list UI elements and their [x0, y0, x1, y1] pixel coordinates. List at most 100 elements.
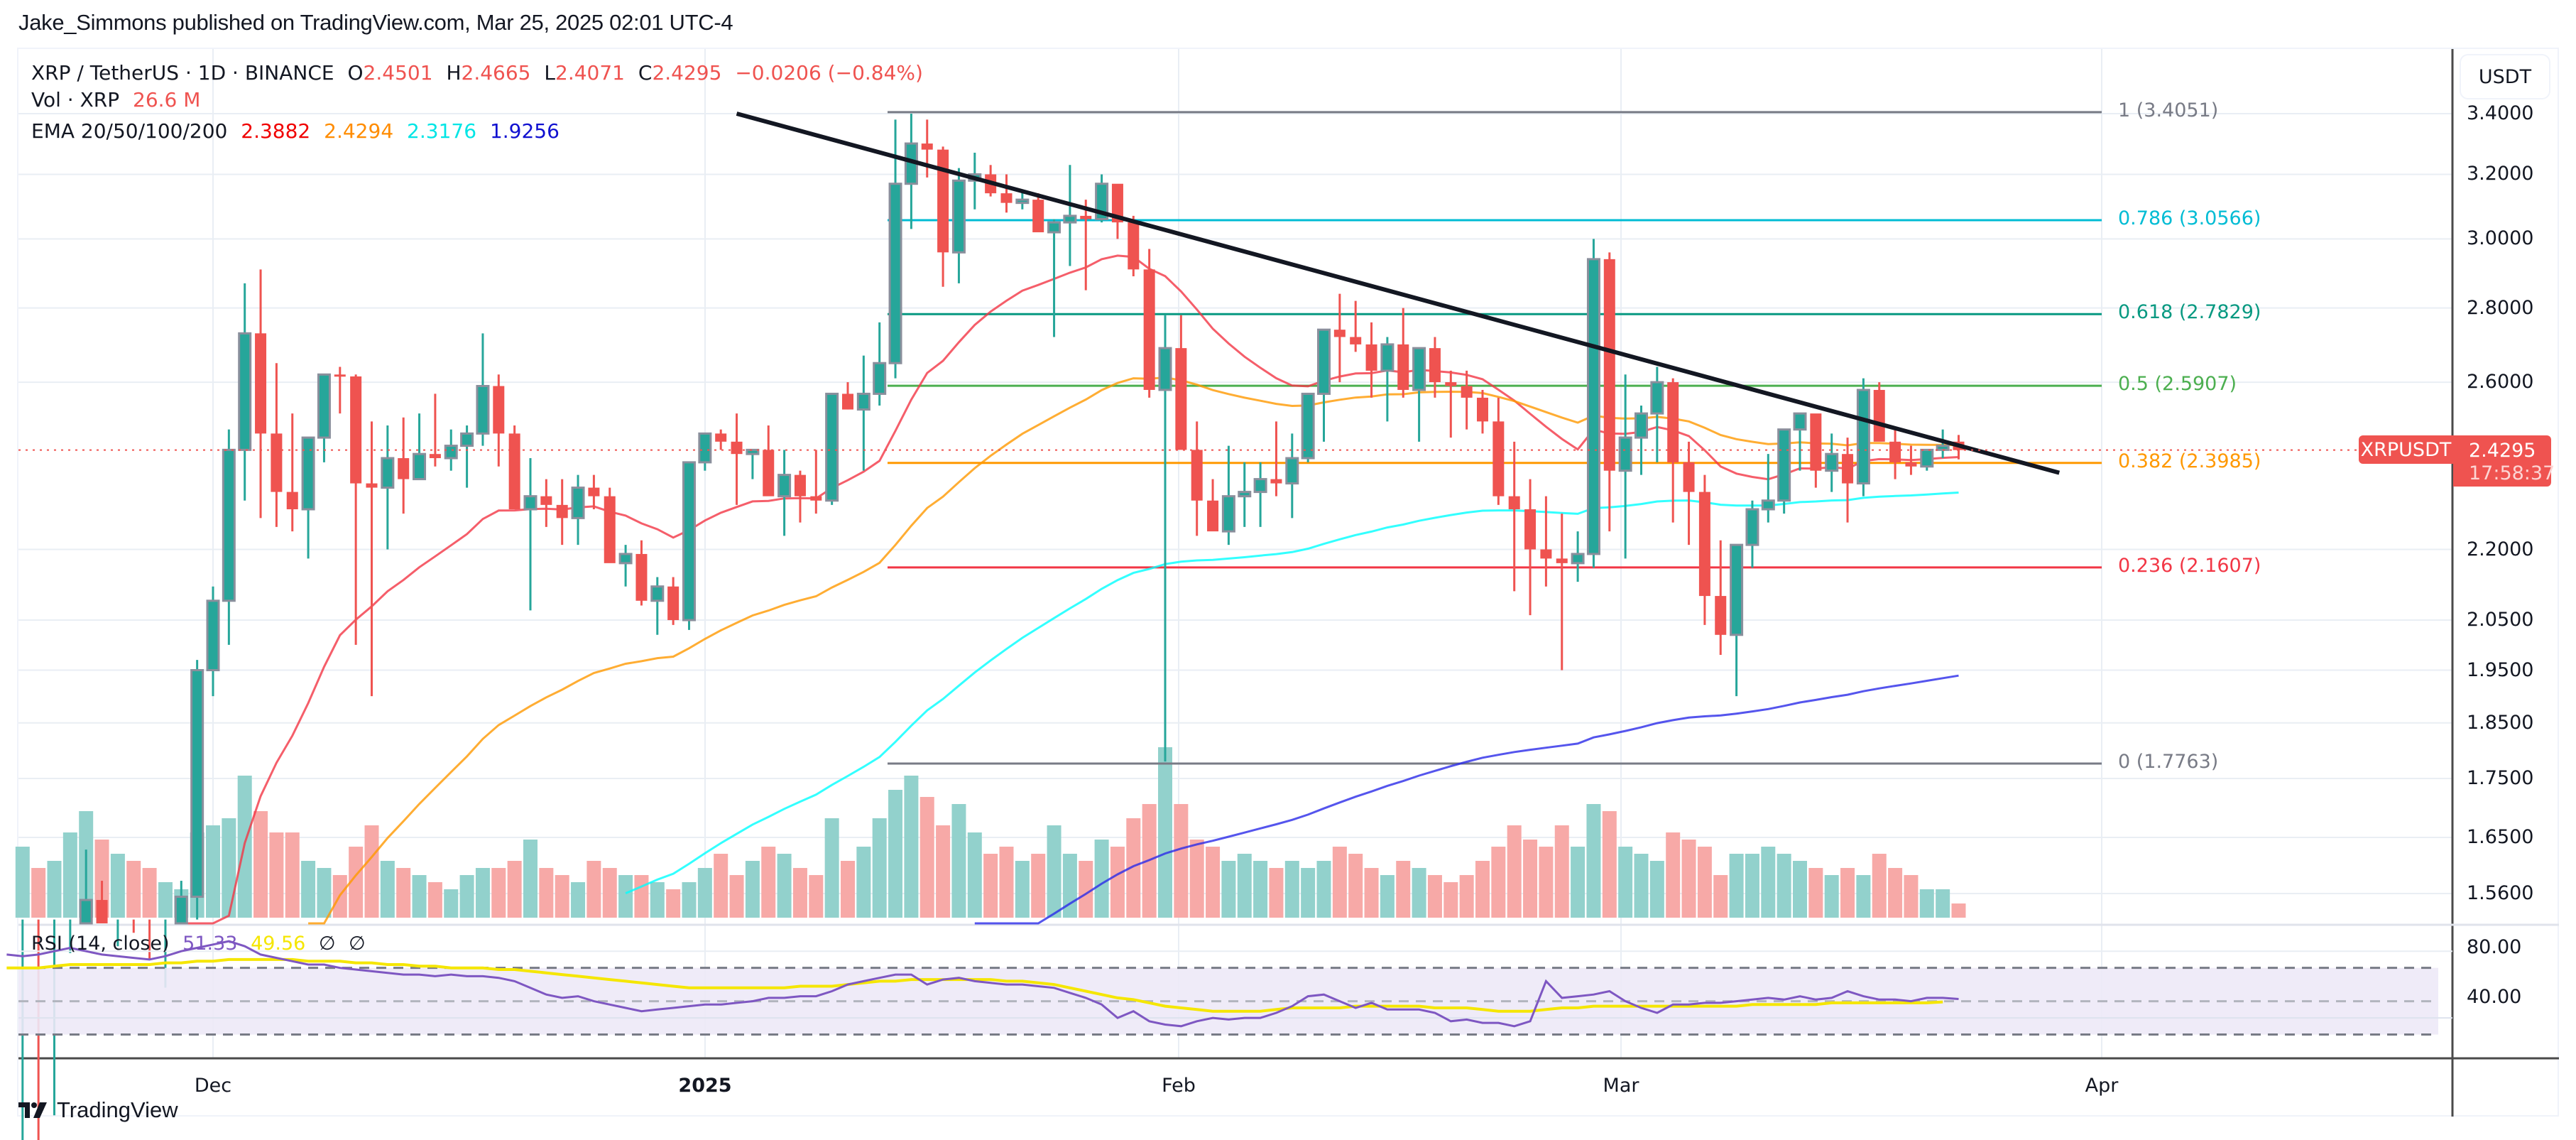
candle-body[interactable]	[1777, 428, 1791, 502]
candle-body[interactable]	[1905, 462, 1917, 467]
candle-body[interactable]	[429, 454, 441, 459]
candle-body[interactable]	[1380, 343, 1395, 372]
candle-body[interactable]	[1285, 457, 1299, 485]
candle-body[interactable]	[1270, 479, 1282, 484]
candle-body[interactable]	[1015, 198, 1030, 205]
candle-body[interactable]	[523, 495, 537, 511]
candle-body[interactable]	[206, 599, 220, 672]
candle-body[interactable]	[79, 899, 93, 925]
candle-body[interactable]	[1221, 495, 1235, 533]
candle-body[interactable]	[1761, 499, 1775, 511]
candle-body[interactable]	[508, 433, 520, 510]
candle-body[interactable]	[1253, 478, 1267, 494]
candle-body[interactable]	[1143, 269, 1155, 390]
candle-body[interactable]	[1412, 347, 1426, 391]
candle-body[interactable]	[650, 585, 665, 602]
ema-legend[interactable]: EMA 20/50/100/200 2.3882 2.4294 2.3176 1…	[31, 119, 567, 143]
candle-body[interactable]	[1301, 392, 1315, 460]
candle-body[interactable]	[1683, 462, 1695, 492]
candle-body[interactable]	[398, 458, 410, 479]
candle-body[interactable]	[888, 183, 902, 364]
candle-body[interactable]	[1397, 344, 1409, 390]
candle-body[interactable]	[715, 433, 727, 442]
candle-body[interactable]	[1556, 558, 1568, 563]
candle-body[interactable]	[763, 450, 775, 496]
candle-body[interactable]	[1936, 445, 1950, 451]
candle-body[interactable]	[951, 179, 966, 254]
candle-body[interactable]	[731, 441, 743, 455]
candle-body[interactable]	[1207, 500, 1219, 532]
candle-body[interactable]	[1492, 421, 1505, 496]
candle-body[interactable]	[366, 483, 378, 488]
candle-body[interactable]	[1317, 328, 1331, 395]
candle-body[interactable]	[794, 474, 806, 496]
candle-body[interactable]	[571, 487, 585, 519]
candle-body[interactable]	[350, 376, 362, 484]
symbol-legend[interactable]: XRP / TetherUS · 1D · BINANCE O2.4501 H2…	[31, 61, 930, 85]
candle-body[interactable]	[1920, 448, 1934, 468]
candle-body[interactable]	[1333, 330, 1346, 337]
candle-body[interactable]	[1856, 389, 1870, 485]
candle-body[interactable]	[921, 143, 933, 150]
candle-body[interactable]	[271, 433, 283, 492]
candle-body[interactable]	[1810, 413, 1822, 471]
candle-body[interactable]	[444, 445, 458, 460]
candle-body[interactable]	[604, 496, 616, 563]
candle-body[interactable]	[1793, 412, 1807, 431]
candle-body[interactable]	[1365, 344, 1377, 371]
candle-body[interactable]	[476, 385, 490, 435]
candle-body[interactable]	[1698, 492, 1710, 597]
candle-body[interactable]	[174, 896, 188, 925]
candle-body[interactable]	[1238, 491, 1252, 498]
candle-body[interactable]	[1650, 381, 1664, 415]
candle-body[interactable]	[842, 393, 853, 410]
candle-body[interactable]	[1825, 452, 1839, 472]
candle-body[interactable]	[746, 448, 760, 455]
candle-body[interactable]	[255, 333, 267, 434]
candle-body[interactable]	[825, 392, 839, 502]
candle-body[interactable]	[873, 362, 887, 395]
candle-body[interactable]	[635, 553, 648, 601]
candle-body[interactable]	[1477, 397, 1488, 422]
candle-body[interactable]	[1842, 454, 1854, 484]
candle-body[interactable]	[222, 448, 236, 602]
candle-body[interactable]	[1508, 496, 1520, 510]
volume-legend[interactable]: Vol · XRP 26.6 M	[31, 88, 207, 112]
candle-body[interactable]	[588, 487, 600, 496]
candle-body[interactable]	[460, 432, 474, 447]
candle-body[interactable]	[413, 452, 427, 481]
candle-body[interactable]	[1000, 193, 1013, 203]
candle-body[interactable]	[777, 474, 792, 498]
candle-body[interactable]	[1175, 348, 1187, 450]
candle-body[interactable]	[334, 374, 346, 377]
candle-body[interactable]	[1634, 412, 1648, 439]
candle-body[interactable]	[1128, 222, 1140, 270]
candle-body[interactable]	[1618, 436, 1632, 472]
candle-body[interactable]	[1080, 215, 1092, 219]
candle-body[interactable]	[1603, 259, 1615, 471]
candle-body[interactable]	[238, 332, 252, 451]
candle-body[interactable]	[381, 457, 395, 489]
candle-body[interactable]	[1745, 508, 1759, 546]
candle-body[interactable]	[301, 436, 315, 511]
candle-body[interactable]	[618, 553, 633, 565]
candle-body[interactable]	[1730, 543, 1744, 636]
trendline[interactable]	[736, 112, 2061, 475]
candle-body[interactable]	[1191, 450, 1203, 501]
candle-body[interactable]	[1429, 348, 1441, 383]
candle-body[interactable]	[1889, 441, 1901, 462]
candle-body[interactable]	[1715, 596, 1727, 635]
rsi-legend[interactable]: RSI (14, close) 51.33 49.56 ∅ ∅	[31, 933, 373, 955]
candle-body[interactable]	[556, 504, 568, 519]
candle-body[interactable]	[1667, 382, 1679, 462]
candle-body[interactable]	[1111, 183, 1123, 223]
candle-body[interactable]	[1540, 549, 1552, 559]
candle-body[interactable]	[856, 392, 871, 411]
candle-body[interactable]	[1524, 509, 1537, 550]
candle-body[interactable]	[190, 669, 204, 899]
candle-body[interactable]	[1158, 347, 1172, 391]
candle-body[interactable]	[96, 900, 108, 923]
candle-body[interactable]	[317, 373, 331, 439]
candle-body[interactable]	[286, 492, 298, 510]
